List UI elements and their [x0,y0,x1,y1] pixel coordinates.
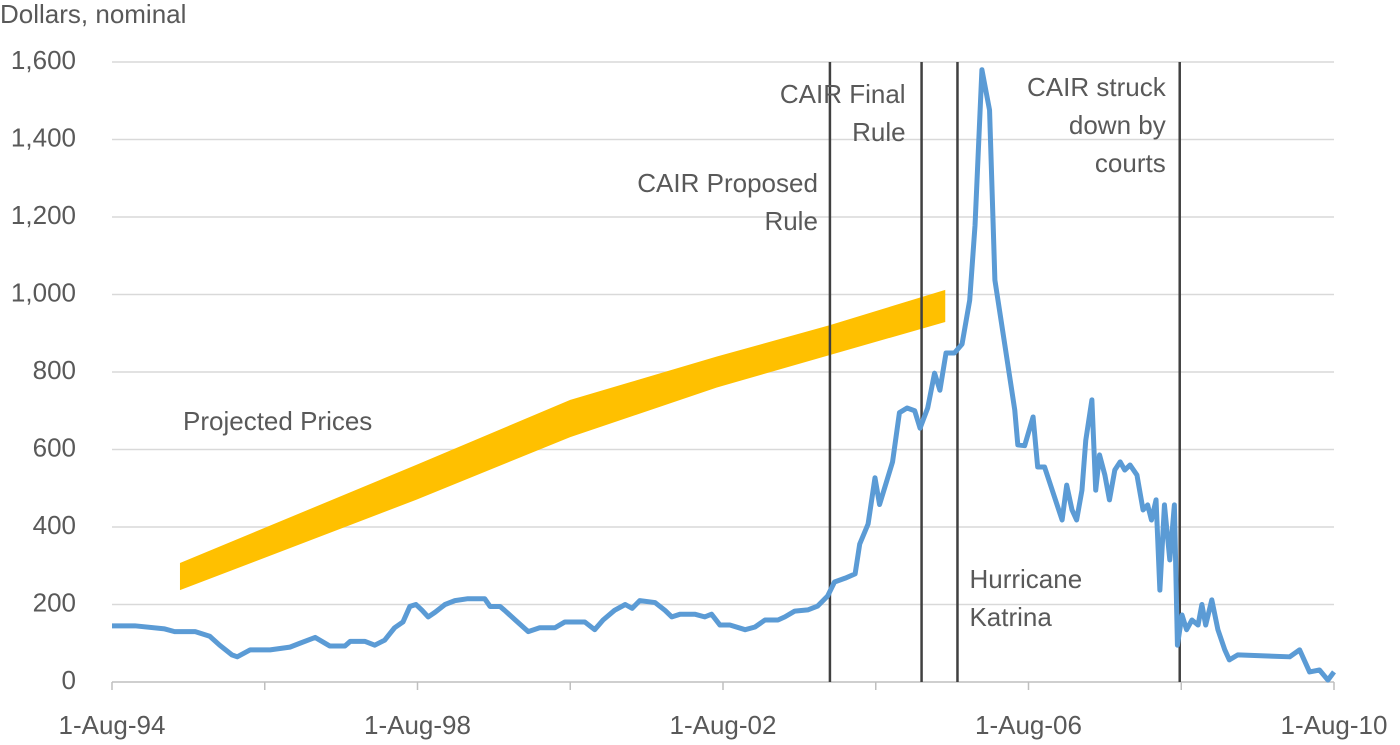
y-tick-label: 1,600 [11,45,76,75]
y-tick-label: 200 [33,587,76,617]
annotation: CAIR Final [780,79,906,109]
price-line [112,67,1336,683]
annotation: down by [1069,110,1166,140]
y-tick-label: 0 [62,665,76,695]
x-tick-label: 1-Aug-98 [364,710,471,740]
y-axis-title: Dollars, nominal [0,0,186,29]
y-tick-label: 1,200 [11,200,76,230]
y-tick-label: 1,400 [11,122,76,152]
y-tick-label: 600 [33,432,76,462]
annotation: courts [1095,148,1166,178]
annotation: Hurricane [969,564,1082,594]
x-tick-label: 1-Aug-06 [975,710,1082,740]
x-tick-label: 1-Aug-02 [670,710,777,740]
projected-band [179,289,946,591]
annotation: Rule [852,117,905,147]
annotation: CAIR struck [1027,72,1167,102]
x-tick-label: 1-Aug-94 [59,710,166,740]
x-tick-label: 1-Aug-10 [1281,710,1388,740]
annotation: CAIR Proposed [637,168,818,198]
y-tick-label: 800 [33,355,76,385]
y-tick-label: 1,000 [11,277,76,307]
y-tick-label: 400 [33,510,76,540]
annotation: Katrina [969,602,1052,632]
annotation: Rule [764,206,817,236]
band-label: Projected Prices [183,406,372,436]
